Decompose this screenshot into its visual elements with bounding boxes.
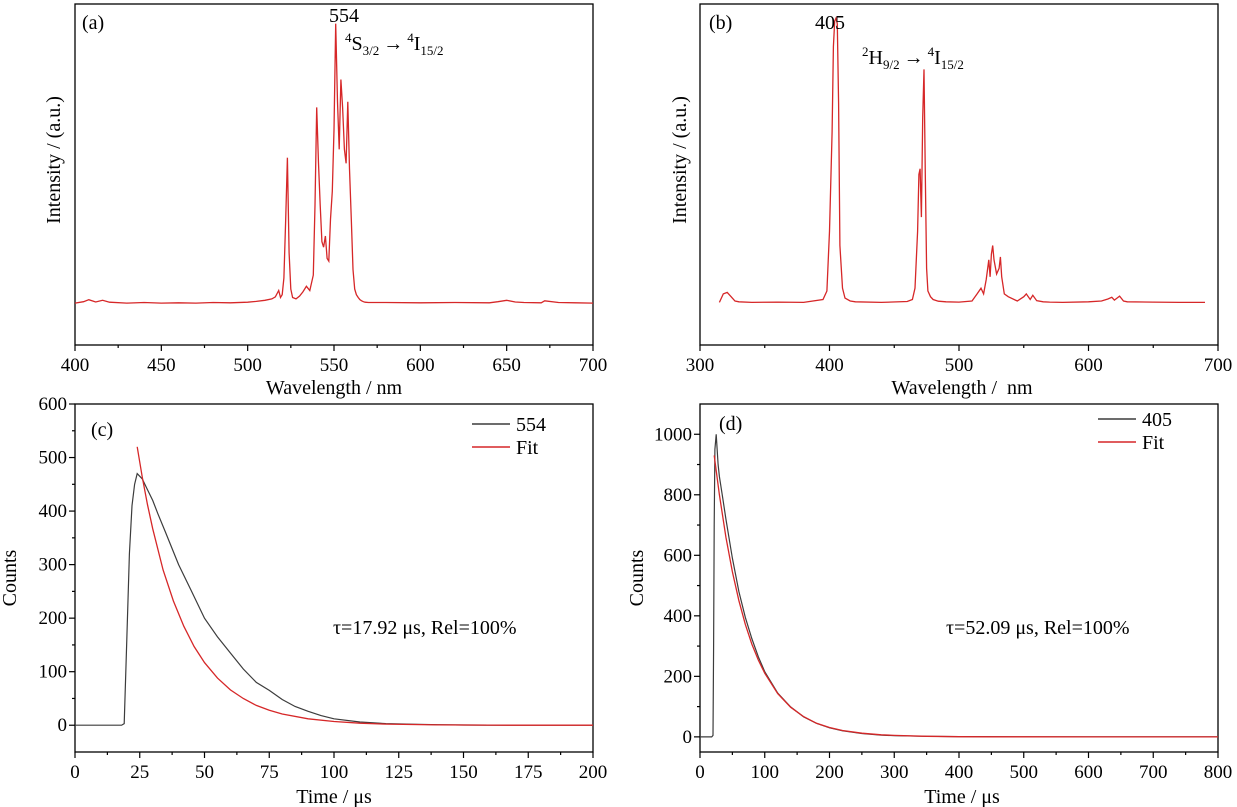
panel-c-x-tick-label: 0	[70, 762, 80, 783]
panel-b-upper-state: 2	[862, 44, 869, 59]
panel-a-upper-j: 3/2	[363, 43, 380, 58]
panel-d-y-tick-label: 1000	[654, 424, 692, 445]
panel-c-y-tick-label: 200	[39, 608, 68, 629]
panel-b-lower-state: 4	[928, 44, 935, 59]
panel-b-x-tick-label: 700	[1204, 355, 1233, 376]
panel-b-lower-term: I	[934, 47, 941, 69]
panel-d-x-tick-label: 800	[1204, 762, 1233, 783]
panel-c-fit-line	[136, 446, 593, 726]
panel-b-x-ticks: 300 400 500 600 700	[686, 345, 1233, 376]
panel-c-y-tick-label: 400	[39, 501, 68, 522]
panel-a-x-tick-label: 700	[579, 355, 608, 376]
panel-a-lower-state: 4	[407, 30, 414, 45]
panel-d-y-tick-label: 200	[664, 666, 693, 687]
panel-a-x-tick-label: 550	[320, 355, 349, 376]
panel-b-x-tick-label: 500	[945, 355, 974, 376]
panel-d-data-line	[700, 434, 1218, 738]
panel-d-y-tick-label: 0	[683, 727, 693, 748]
panel-a-emission-spectrum: 400 450 500 550 600 650 700 (a) 554 4S3/2 → 4I15…	[43, 3, 608, 399]
panel-c-y-tick-label: 100	[39, 662, 68, 683]
panel-d-x-tick-label: 600	[1074, 762, 1103, 783]
panel-b-upper-term: H	[869, 47, 883, 69]
panel-d-legend-fit: Fit	[1142, 432, 1165, 454]
panel-a-upper-term: S	[352, 33, 363, 55]
panel-a-upper-state: 4	[345, 30, 352, 45]
panel-c-x-tick-label: 25	[130, 762, 149, 783]
panel-c-x-tick-label: 175	[514, 762, 543, 783]
panel-a-transition-label: 4S3/2 → 4I15/2	[345, 30, 444, 58]
panel-d-x-tick-label: 100	[751, 762, 780, 783]
panel-b-lower-j: 15/2	[941, 57, 964, 72]
panel-c-y-axis-label: Counts	[0, 549, 21, 606]
panel-c-x-tick-label: 75	[260, 762, 279, 783]
panel-c-decay-curve: 0 25 50 75 100 125 150 175 200 0 100 200 300 400 500 60…	[0, 394, 607, 807]
panel-b-x-tick-label: 300	[686, 355, 715, 376]
panel-d-x-tick-label: 0	[695, 762, 705, 783]
panel-a-x-tick-label: 600	[406, 355, 435, 376]
panel-d-x-tick-label: 700	[1139, 762, 1168, 783]
panel-a-x-ticks: 400 450 500 550 600 650 700	[61, 345, 608, 376]
panel-a-x-tick-label: 500	[233, 355, 262, 376]
panel-c-lifetime-annotation: τ=17.92 μs, Rel=100%	[333, 617, 517, 639]
panel-d-lifetime-annotation: τ=52.09 μs, Rel=100%	[946, 617, 1130, 639]
panel-b-emission-line	[718, 16, 1205, 304]
panel-d-x-axis-label: Time / μs	[924, 786, 1000, 807]
panel-c-label: (c)	[91, 419, 113, 441]
panel-a-frame	[74, 3, 594, 346]
panel-a-x-tick-label: 400	[61, 355, 90, 376]
panel-b-frame	[699, 3, 1219, 346]
panel-a-lower-term: I	[414, 33, 421, 55]
panel-d-x-tick-label: 500	[1010, 762, 1039, 783]
panel-c-y-tick-label: 500	[39, 448, 68, 469]
panel-d-fit-line	[713, 455, 1218, 738]
panel-b-x-axis-label: Wavelength / nm	[891, 377, 1033, 399]
panel-d-decay-curve: 0 100 200 300 400 500 600 700 800 0 200 400 600 800 10…	[626, 403, 1232, 807]
panel-c-legend-data: 554	[516, 414, 546, 436]
panel-c-x-tick-label: 150	[449, 762, 478, 783]
panel-b-x-tick-label: 600	[1074, 355, 1103, 376]
panel-a-label: (a)	[82, 12, 104, 34]
panel-a-y-axis-label: Intensity / (a.u.)	[43, 96, 65, 224]
panel-a-x-tick-label: 650	[492, 355, 521, 376]
panel-b-label: (b)	[709, 12, 732, 34]
panel-c-x-tick-label: 125	[385, 762, 414, 783]
panel-c-x-tick-label: 100	[320, 762, 349, 783]
panel-c-x-tick-label: 200	[579, 762, 608, 783]
panel-b-upper-j: 9/2	[883, 57, 900, 72]
panel-d-y-tick-label: 600	[664, 545, 693, 566]
panel-c-y-tick-label: 300	[39, 555, 68, 576]
panel-a-arrow: →	[383, 33, 403, 55]
panel-c-y-tick-label: 600	[39, 394, 68, 415]
panel-b-y-axis-label: Intensity / (a.u.)	[669, 96, 691, 224]
panel-c-legend-fit: Fit	[516, 437, 539, 459]
panel-a-x-axis-label: Wavelength / nm	[266, 377, 403, 399]
panel-c-x-tick-label: 50	[195, 762, 214, 783]
panel-a-peak-label: 554	[329, 5, 359, 27]
panel-c-x-axis-label: Time / μs	[296, 786, 372, 807]
panel-d-legend-data: 405	[1142, 409, 1172, 431]
panel-d-y-tick-label: 800	[664, 485, 693, 506]
panel-d-x-tick-label: 200	[815, 762, 844, 783]
panel-d-x-tick-label: 300	[880, 762, 909, 783]
panel-b-arrow: →	[904, 47, 924, 69]
panel-c-data-line	[75, 472, 593, 726]
panel-d-y-tick-label: 400	[664, 606, 693, 627]
panel-d-y-axis-label: Counts	[626, 549, 648, 606]
panel-d-label: (d)	[719, 413, 742, 435]
panel-d-frame	[699, 403, 1219, 753]
panel-d-axis-ticks: 0 100 200 300 400 500 600 700 800 0 200 400 600 800 10…	[654, 424, 1232, 783]
panel-a-lower-j: 15/2	[420, 43, 443, 58]
panel-b-transition-label: 2H9/2 → 4I15/2	[862, 44, 964, 72]
panel-b-peak-label: 405	[815, 12, 845, 34]
panel-b-emission-spectrum: 300 400 500 600 700 (b) 405 2H9/2 → 4I15/2 Wav…	[669, 3, 1233, 399]
panel-a-x-tick-label: 450	[147, 355, 176, 376]
panel-c-axis-ticks: 0 25 50 75 100 125 150 175 200 0 100 200 300 400 500 60…	[39, 394, 608, 783]
panel-a-emission-line	[74, 23, 594, 304]
panel-d-x-tick-label: 400	[945, 762, 974, 783]
panel-c-y-tick-label: 0	[58, 715, 68, 736]
panel-b-x-tick-label: 400	[815, 355, 844, 376]
